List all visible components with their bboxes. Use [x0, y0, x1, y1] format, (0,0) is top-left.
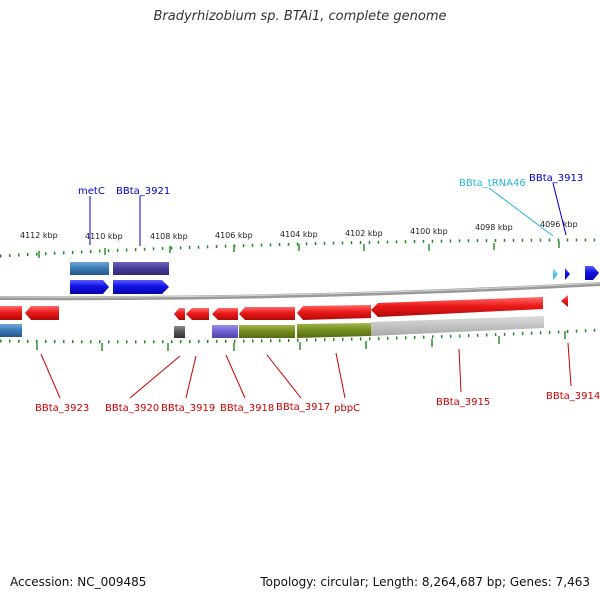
rna-feature-olive-2	[297, 323, 371, 338]
cds-reverse-bbta3923	[25, 306, 59, 320]
rna-feature-steel	[70, 262, 109, 275]
gene-label-bbta3921: BBta_3921	[116, 186, 170, 197]
topology-label: Topology: circular; Length: 8,264,687 bp…	[260, 575, 590, 589]
rna-feature-gray	[371, 316, 544, 336]
rna-feature-dark	[174, 326, 185, 338]
inner-major-ticks	[36, 331, 566, 351]
gene-label-bbta3918: BBta_3918	[220, 403, 274, 414]
reverse-label-leaders	[40, 342, 572, 399]
cds-reverse-bbta3919	[186, 308, 209, 320]
gene-label-bbta3919: BBta_3919	[161, 403, 215, 414]
gene-label-bbta3913: BBta_3913	[529, 173, 583, 184]
cds-reverse-bbta3917	[239, 307, 295, 320]
cds-forward-bbta3921	[113, 280, 169, 294]
accession-label: Accession: NC_009485	[10, 575, 147, 589]
rna-feature-olive-1	[239, 325, 295, 338]
rna-feature-purple	[113, 262, 169, 275]
gene-label-bbta3917: BBta_3917	[276, 402, 330, 413]
cds-reverse-left-edge	[0, 306, 22, 320]
kbp-label: 4096 kbp	[540, 220, 578, 229]
gene-label-trna46: BBta_tRNA46	[459, 178, 526, 189]
gene-label-metc: metC	[78, 186, 105, 197]
kbp-label: 4110 kbp	[85, 232, 123, 241]
kbp-label: 4106 kbp	[215, 231, 253, 240]
kbp-tick-labels: 4112 kbp 4110 kbp 4108 kbp 4106 kbp 4104…	[20, 220, 578, 241]
cds-forward-edge	[585, 266, 599, 280]
gene-label-bbta3914: BBta_3914	[546, 391, 600, 402]
cds-forward-bbta3913	[565, 268, 570, 280]
cds-reverse-bbta3914	[561, 295, 568, 307]
gene-label-bbta3923: BBta_3923	[35, 403, 89, 414]
kbp-label: 4112 kbp	[20, 231, 58, 240]
genome-backbone-highlight	[0, 282, 600, 298]
genome-backbone	[0, 282, 600, 301]
rna-feature-lavender	[212, 325, 238, 338]
gene-label-bbta3920: BBta_3920	[105, 403, 159, 414]
kbp-label: 4098 kbp	[475, 223, 513, 232]
forward-label-leaders	[89, 182, 567, 246]
page-title: Bradyrhizobium sp. BTAi1, complete genom…	[153, 9, 447, 24]
kbp-label: 4102 kbp	[345, 229, 383, 238]
cds-reverse-pbpc	[297, 305, 371, 320]
gene-label-bbta3915: BBta_3915	[436, 397, 490, 408]
trna-forward	[553, 268, 558, 280]
rna-feature-steel-left	[0, 324, 22, 337]
cds-forward-metc	[70, 280, 109, 294]
gene-label-pbpc: pbpC	[334, 403, 360, 414]
kbp-label: 4108 kbp	[150, 232, 188, 241]
cds-reverse-bbta3915	[371, 297, 543, 317]
cds-reverse-bbta3920	[174, 308, 185, 320]
kbp-label: 4100 kbp	[410, 227, 448, 236]
kbp-label: 4104 kbp	[280, 230, 318, 239]
outer-major-ticks	[38, 241, 560, 258]
cds-reverse-bbta3918	[212, 308, 238, 320]
